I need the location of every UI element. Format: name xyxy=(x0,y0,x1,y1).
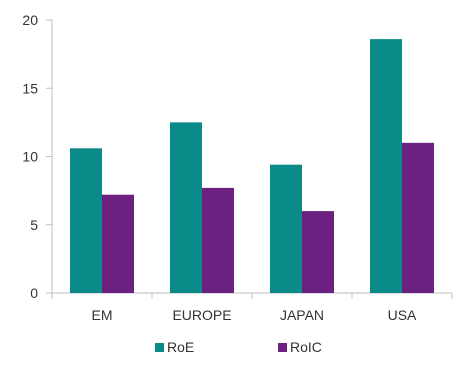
bar-roic-japan xyxy=(302,211,334,293)
bar-roic-usa xyxy=(402,142,434,293)
y-axis: 0 5 10 15 20 xyxy=(22,12,53,301)
y-tick-label: 10 xyxy=(22,149,38,165)
x-category-label: EUROPE xyxy=(172,307,231,323)
y-tick-label: 5 xyxy=(30,217,38,233)
legend-label-roe: RoE xyxy=(167,339,194,355)
x-axis: EM EUROPE JAPAN USA xyxy=(51,292,453,323)
legend-swatch-roe xyxy=(155,343,164,352)
legend-label-roic: RoIC xyxy=(290,339,322,355)
bar-roic-em xyxy=(102,194,134,293)
x-category-label: JAPAN xyxy=(280,307,324,323)
bar-roe-em xyxy=(70,148,102,293)
bar-roic-europe xyxy=(202,187,234,293)
legend-swatch-roic xyxy=(278,343,287,352)
y-tick-label: 20 xyxy=(22,12,38,28)
bars xyxy=(70,39,434,293)
y-tick-label: 0 xyxy=(30,285,38,301)
bar-roe-europe xyxy=(170,122,202,293)
x-category-label: EM xyxy=(92,307,113,323)
bar-roe-usa xyxy=(370,39,402,293)
y-tick-label: 15 xyxy=(22,80,38,96)
bar-roe-japan xyxy=(270,164,302,293)
x-category-label: USA xyxy=(388,307,417,323)
legend: RoE RoIC xyxy=(155,339,322,355)
